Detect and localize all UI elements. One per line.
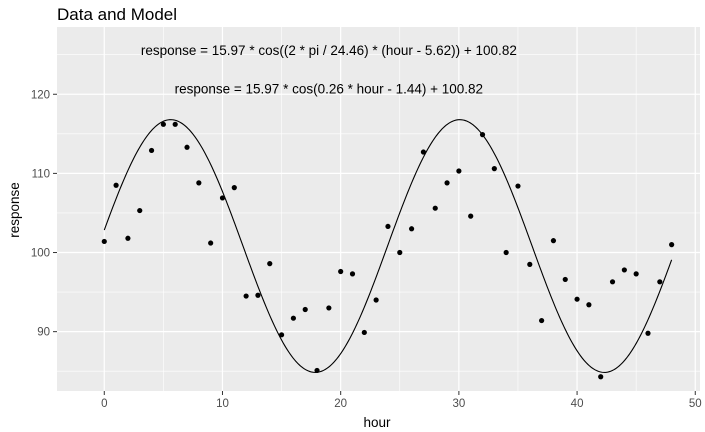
data-point (326, 305, 332, 311)
data-point (125, 235, 131, 241)
data-point (349, 271, 356, 277)
data-point (420, 149, 427, 155)
x-axis-ticks: 0 10 20 30 40 50 (101, 391, 702, 410)
data-point (385, 223, 391, 230)
chart-title: Data and Model (57, 5, 177, 24)
x-axis-title: hour (363, 415, 391, 430)
data-point (219, 195, 226, 201)
data-point (550, 238, 557, 244)
data-point (373, 297, 379, 303)
y-tick-label: 100 (31, 248, 50, 260)
x-tick-label: 0 (101, 398, 107, 410)
data-point (468, 213, 474, 219)
data-point (503, 249, 509, 256)
data-point (669, 242, 675, 248)
data-point (290, 315, 296, 321)
data-point (397, 249, 403, 256)
data-point (586, 302, 592, 308)
data-point (278, 332, 285, 338)
data-point (113, 182, 119, 188)
data-point (562, 276, 568, 283)
data-point (160, 121, 166, 127)
data-point (645, 330, 651, 336)
y-tick-label: 90 (37, 327, 50, 339)
y-axis-ticks: 90 100 110 120 (31, 89, 57, 339)
x-tick-label: 50 (689, 398, 702, 410)
data-point (208, 240, 214, 246)
data-point (574, 296, 580, 302)
data-point (598, 374, 604, 380)
data-point (302, 306, 308, 313)
data-point (539, 317, 545, 324)
data-point (137, 207, 143, 214)
data-point (444, 180, 450, 186)
model-curve (103, 119, 673, 373)
data-point (196, 180, 202, 186)
y-tick-label: 120 (31, 89, 50, 101)
data-point (338, 268, 344, 275)
data-point (479, 132, 486, 138)
data-point (255, 292, 261, 298)
x-tick-label: 20 (334, 398, 347, 410)
plot-panel (57, 27, 700, 391)
data-point (515, 183, 521, 189)
data-point (527, 261, 533, 267)
data-point (609, 279, 616, 285)
data-point (231, 185, 237, 191)
data-point (408, 226, 415, 232)
data-point (267, 261, 273, 267)
equation-annotation-full: response = 15.97 * cos((2 * pi / 24.46) … (141, 43, 517, 58)
data-point (491, 166, 497, 172)
data-point (101, 238, 107, 245)
data-point (657, 279, 663, 285)
data-point (633, 271, 639, 277)
major-grid (57, 27, 700, 391)
data-points (101, 121, 675, 380)
x-tick-label: 30 (452, 398, 465, 410)
data-point (456, 168, 462, 174)
data-point (314, 367, 320, 374)
data-point (172, 121, 178, 127)
y-axis-title: response (7, 182, 22, 238)
data-point (432, 205, 438, 211)
data-point (148, 147, 155, 154)
data-point (621, 267, 627, 273)
data-point (243, 293, 249, 299)
y-tick-label: 110 (32, 168, 50, 180)
data-point (184, 144, 190, 150)
x-tick-label: 40 (571, 398, 584, 410)
data-point (361, 329, 367, 336)
minor-grid (57, 27, 700, 391)
x-tick-label: 10 (216, 398, 229, 410)
equation-annotation-simplified: response = 15.97 * cos(0.26 * hour - 1.4… (175, 82, 483, 97)
